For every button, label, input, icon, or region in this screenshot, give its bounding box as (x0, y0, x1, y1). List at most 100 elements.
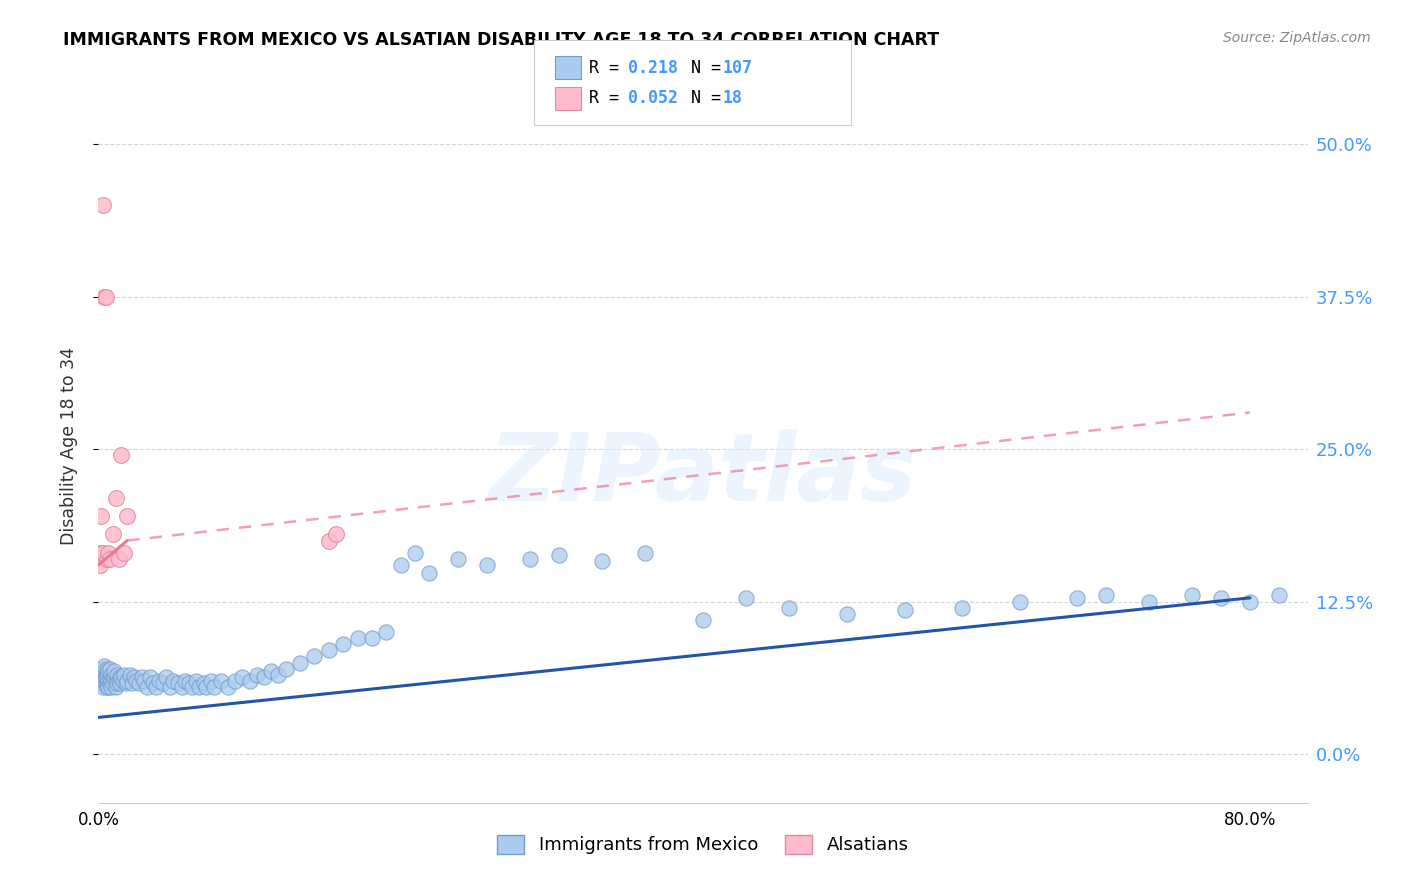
Point (778, 600, 800, 615)
Point (274, 662, 297, 676)
Point (200, 673, 222, 688)
Point (96, 680, 118, 694)
Text: 0.052: 0.052 (628, 89, 679, 107)
Point (145, 680, 167, 694)
Point (128, 676, 150, 690)
Point (114, 676, 136, 690)
Point (93, 659, 115, 673)
Text: 80.0%: 80.0% (1223, 811, 1277, 829)
Point (110, 672, 132, 686)
Point (195, 680, 218, 694)
Point (134, 673, 156, 688)
Point (125, 673, 148, 688)
Legend: Immigrants from Mexico, Alsatians: Immigrants from Mexico, Alsatians (491, 828, 915, 862)
Point (103, 672, 125, 686)
Y-axis label: Disability Age 18 to 34: Disability Age 18 to 34 (59, 347, 77, 545)
Point (94, 672, 117, 686)
Point (98, 676, 121, 690)
Point (735, 591, 758, 605)
Point (98, 551, 121, 566)
Point (110, 448, 132, 462)
Point (115, 509, 138, 524)
Point (100, 673, 122, 688)
Point (246, 667, 269, 681)
Point (332, 637, 354, 651)
Point (101, 527, 124, 541)
Point (193, 676, 215, 690)
Point (1268, 589, 1291, 603)
Text: R =: R = (589, 59, 628, 77)
Point (94, 289, 117, 303)
Text: N =: N = (671, 89, 731, 107)
Text: 18: 18 (723, 89, 742, 107)
Point (159, 680, 181, 694)
Point (90, 667, 112, 681)
Point (591, 554, 613, 568)
Point (91, 672, 114, 686)
Point (181, 680, 204, 694)
Point (1066, 591, 1088, 605)
Point (950, 600, 973, 615)
Point (209, 673, 232, 688)
Point (115, 673, 138, 688)
Point (136, 680, 159, 694)
Point (112, 546, 135, 560)
Point (893, 603, 915, 617)
Point (224, 673, 246, 688)
Point (548, 548, 571, 562)
Point (94, 676, 117, 690)
Point (692, 613, 714, 627)
Point (318, 533, 340, 548)
Point (142, 676, 165, 690)
Point (170, 680, 193, 694)
Point (1008, 594, 1031, 608)
Point (202, 680, 225, 694)
Point (231, 670, 253, 684)
Text: 107: 107 (723, 59, 752, 77)
Point (1211, 591, 1233, 605)
Text: R =: R = (589, 89, 628, 107)
Text: ZIPatlas: ZIPatlas (489, 428, 917, 521)
Text: Source: ZipAtlas.com: Source: ZipAtlas.com (1223, 31, 1371, 45)
Point (239, 673, 262, 688)
Point (152, 676, 174, 690)
Point (267, 667, 290, 681)
Point (186, 673, 208, 688)
Point (91, 662, 114, 676)
Point (97, 664, 120, 678)
Point (139, 670, 162, 684)
Point (94, 667, 117, 681)
Point (98, 662, 121, 676)
Point (418, 566, 440, 581)
Point (90, 546, 112, 560)
Point (166, 676, 188, 690)
Point (98, 672, 121, 686)
Point (97, 680, 120, 694)
Point (404, 546, 426, 560)
Point (104, 491, 127, 505)
Point (105, 667, 128, 681)
Point (318, 643, 340, 657)
Point (91, 546, 114, 560)
Point (389, 558, 412, 572)
Point (96, 670, 118, 684)
Text: IMMIGRANTS FROM MEXICO VS ALSATIAN DISABILITY AGE 18 TO 34 CORRELATION CHART: IMMIGRANTS FROM MEXICO VS ALSATIAN DISAB… (63, 31, 939, 49)
Point (111, 673, 134, 688)
Text: N =: N = (671, 59, 731, 77)
Point (100, 680, 122, 694)
Point (179, 676, 201, 690)
Point (108, 670, 131, 684)
Point (155, 670, 177, 684)
Point (346, 631, 368, 645)
Point (253, 670, 276, 684)
Point (162, 673, 184, 688)
Point (475, 558, 498, 572)
Point (105, 676, 128, 690)
Point (325, 527, 347, 541)
Point (519, 551, 541, 566)
Point (93, 289, 115, 303)
Point (90, 509, 112, 524)
Point (108, 676, 131, 690)
Point (131, 670, 153, 684)
Point (1181, 589, 1204, 603)
